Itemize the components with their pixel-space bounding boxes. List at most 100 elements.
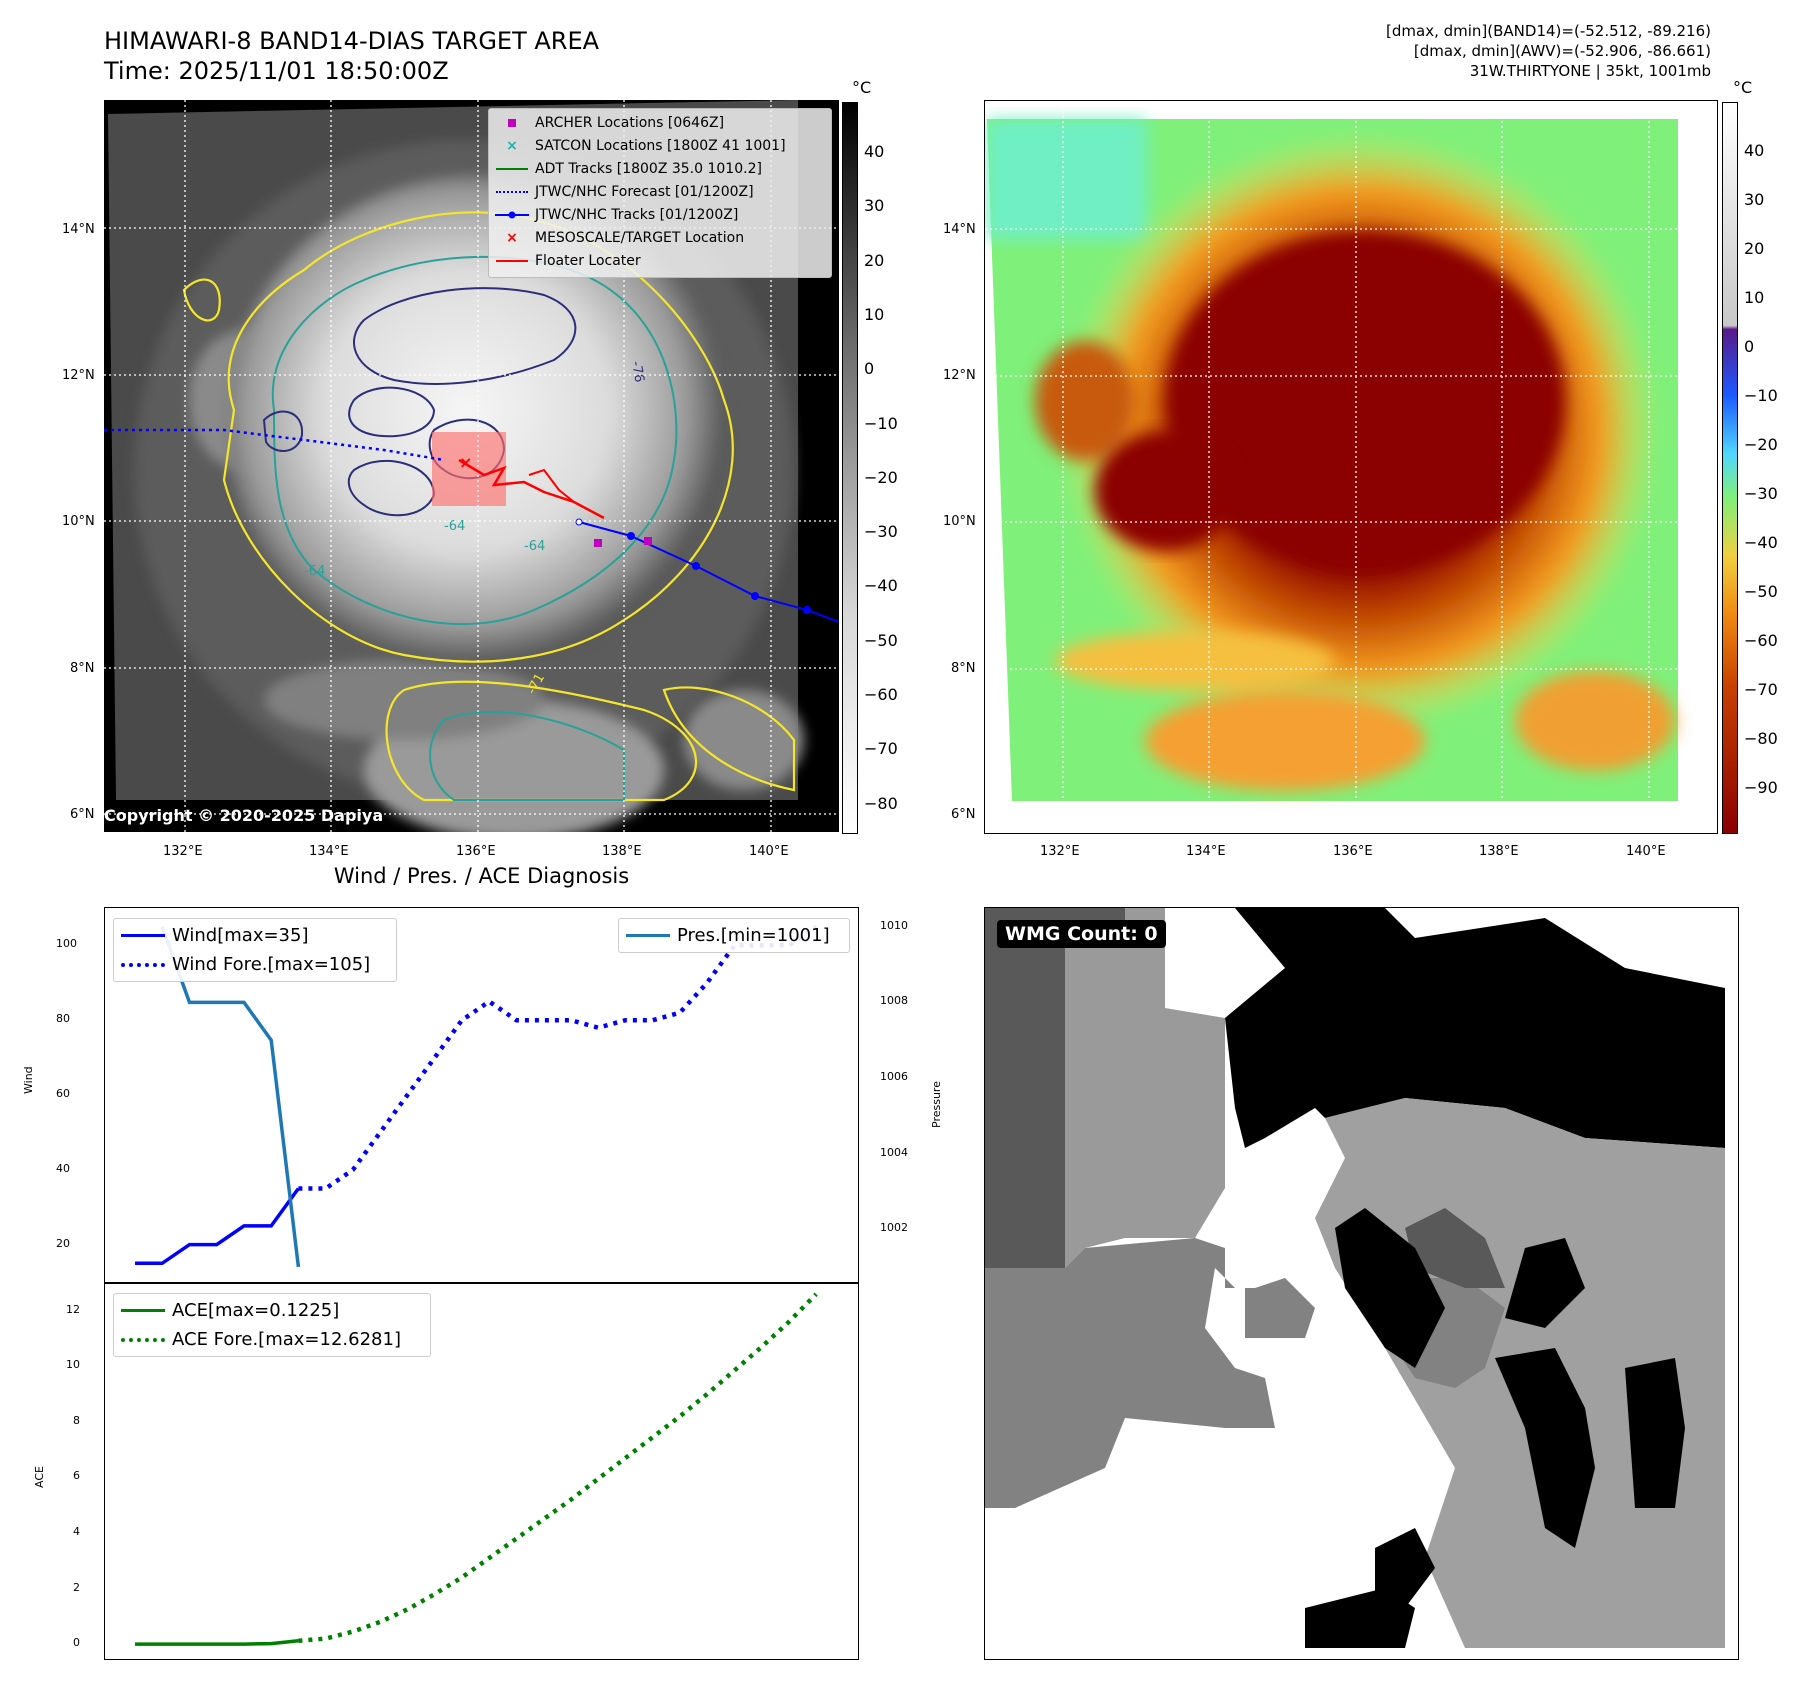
- lon-label: 136°E: [1333, 844, 1373, 859]
- wind-pressure-plot: [135, 924, 818, 1268]
- ace-series-line-0: [135, 1638, 299, 1646]
- legend-label: Wind Fore.[max=105]: [172, 954, 371, 975]
- lon-label: 138°E: [602, 844, 642, 859]
- wind-tick-label: 80: [56, 1012, 70, 1026]
- lat-label: 6°N: [70, 807, 95, 822]
- lon-label: 136°E: [456, 844, 496, 859]
- series-line-0: [135, 1187, 300, 1266]
- pressure-tick-label: 1008: [880, 994, 908, 1008]
- colorbar-tick-label: −40: [864, 576, 898, 596]
- colorbar-right: [1722, 102, 1738, 834]
- ace-tick-label: 6: [73, 1469, 80, 1483]
- diagnosis-title: Wind / Pres. / ACE Diagnosis: [333, 864, 630, 888]
- legend-label: ADT Tracks [1800Z 35.0 1010.2]: [535, 160, 762, 177]
- awv-map-image: [985, 101, 1717, 833]
- pressure-tick-label: 1010: [880, 918, 908, 932]
- ace-tick-label: 8: [73, 1413, 80, 1427]
- lon-label: 134°E: [309, 844, 349, 859]
- header-right-line-1: [dmax, dmin](BAND14)=(-52.512, -89.216): [1386, 22, 1711, 40]
- contour-label: -64: [524, 539, 545, 554]
- colorbar-tick-label: −10: [864, 413, 898, 433]
- lat-label: 6°N: [951, 807, 976, 822]
- colorbar-tick-label: 30: [1744, 190, 1765, 209]
- legend-label: JTWC/NHC Forecast [01/1200Z]: [535, 183, 754, 200]
- ace-tick-label: 0: [73, 1636, 80, 1650]
- lat-label: 14°N: [62, 222, 95, 237]
- colorbar-tick-label: −80: [864, 793, 898, 813]
- colorbar-tick-label: −30: [1744, 484, 1778, 503]
- colorbar-tick-label: 20: [864, 250, 885, 270]
- legend-label: ACE Fore.[max=12.6281]: [172, 1329, 401, 1350]
- colorbar-tick-label: 30: [864, 196, 885, 216]
- wind-tick-label: 60: [56, 1087, 70, 1100]
- legend-label: MESOSCALE/TARGET Location: [535, 229, 745, 246]
- ace-axis-label: ACE: [33, 1466, 46, 1488]
- map-legend: ARCHER Locations [0646Z] × SATCON Locatio…: [488, 108, 832, 278]
- archer-location: [594, 539, 602, 547]
- legend-label: Floater Locater: [535, 252, 641, 269]
- ace-plot: [135, 1292, 818, 1646]
- lat-label: 8°N: [70, 661, 95, 676]
- mesoscale-target-marker: ×: [459, 453, 472, 472]
- header-right-line-3: 31W.THIRTYONE | 35kt, 1001mb: [1469, 62, 1711, 80]
- colorbar-unit: °C: [1733, 78, 1753, 97]
- legend-label: ARCHER Locations [0646Z]: [535, 114, 725, 131]
- legend-label: Wind[max=35]: [172, 925, 309, 946]
- header-right-line-2: [dmax, dmin](AWV)=(-52.906, -86.661): [1413, 42, 1711, 60]
- lat-label: 8°N: [951, 661, 976, 676]
- colorbar-tick-label: −60: [1744, 631, 1778, 650]
- legend-label: ACE[max=0.1225]: [172, 1300, 340, 1321]
- wind-legend: Wind[max=35] Wind Fore.[max=105]: [113, 918, 397, 982]
- colorbar-tick-label: −10: [1744, 386, 1778, 405]
- colorbar-unit: °C: [852, 78, 872, 97]
- lat-label: 12°N: [943, 368, 976, 383]
- colorbar-tick-label: −80: [1744, 729, 1778, 748]
- jtwc-track: [578, 521, 840, 623]
- lat-label: 14°N: [943, 222, 976, 237]
- ace-tick-label: 10: [66, 1358, 80, 1372]
- pressure-tick-label: 1006: [880, 1070, 908, 1083]
- lat-label: 10°N: [62, 514, 95, 529]
- colorbar-tick-label: −20: [864, 467, 898, 487]
- ace-tick-label: 4: [73, 1525, 80, 1538]
- legend-label: SATCON Locations [1800Z 41 1001]: [535, 137, 786, 154]
- lon-label: 140°E: [1626, 844, 1666, 859]
- colorbar-left: [842, 102, 858, 834]
- lon-label: 138°E: [1479, 844, 1519, 859]
- ace-tick-label: 2: [73, 1580, 80, 1594]
- lon-label: 140°E: [749, 844, 789, 859]
- ace-chart: ACE[max=0.1225] ACE Fore.[max=12.6281]: [104, 1282, 859, 1660]
- wind-axis-label: Wind: [22, 1066, 35, 1094]
- wind-tick-label: 20: [56, 1236, 70, 1250]
- wind-tick-label: 100: [56, 937, 77, 951]
- colorbar-tick-label: 10: [864, 304, 885, 324]
- colorbar-tick-label: −30: [864, 522, 898, 542]
- wmg-count-badge: WMG Count: 0: [997, 920, 1166, 948]
- lon-label: 132°E: [163, 844, 203, 859]
- colorbar-tick-label: −50: [1744, 582, 1778, 601]
- jtwc-track-points: [575, 518, 811, 614]
- colorbar-tick-label: −70: [864, 739, 898, 759]
- colorbar-tick-label: −40: [1744, 533, 1778, 552]
- contour-label: -64: [304, 564, 325, 579]
- copyright-text: Copyright © 2020-2025 Dapiya: [104, 806, 384, 825]
- colorbar-tick-label: 40: [1744, 141, 1765, 160]
- pressure-tick-label: 1002: [880, 1221, 908, 1235]
- ace-tick-label: 12: [66, 1302, 80, 1316]
- floater-locater-track: [458, 458, 605, 520]
- jtwc-forecast-track: [104, 428, 445, 462]
- contour-label: -64: [444, 519, 465, 534]
- lat-label: 10°N: [943, 514, 976, 529]
- series-line-2: [160, 926, 301, 1268]
- mesoscale-target-box: [432, 432, 506, 506]
- colorbar-tick-label: −60: [864, 685, 898, 704]
- legend-label: JTWC/NHC Tracks [01/1200Z]: [535, 206, 739, 223]
- colorbar-tick-label: 0: [864, 359, 875, 379]
- wmg-image: [985, 908, 1725, 1648]
- awv-map-panel: [984, 100, 1718, 834]
- lon-label: 132°E: [1040, 844, 1080, 859]
- pressure-tick-label: 1004: [880, 1145, 908, 1159]
- ace-legend: ACE[max=0.1225] ACE Fore.[max=12.6281]: [113, 1293, 431, 1357]
- chart-time: Time: 2025/11/01 18:50:00Z: [104, 57, 449, 85]
- lon-label: 134°E: [1186, 844, 1226, 859]
